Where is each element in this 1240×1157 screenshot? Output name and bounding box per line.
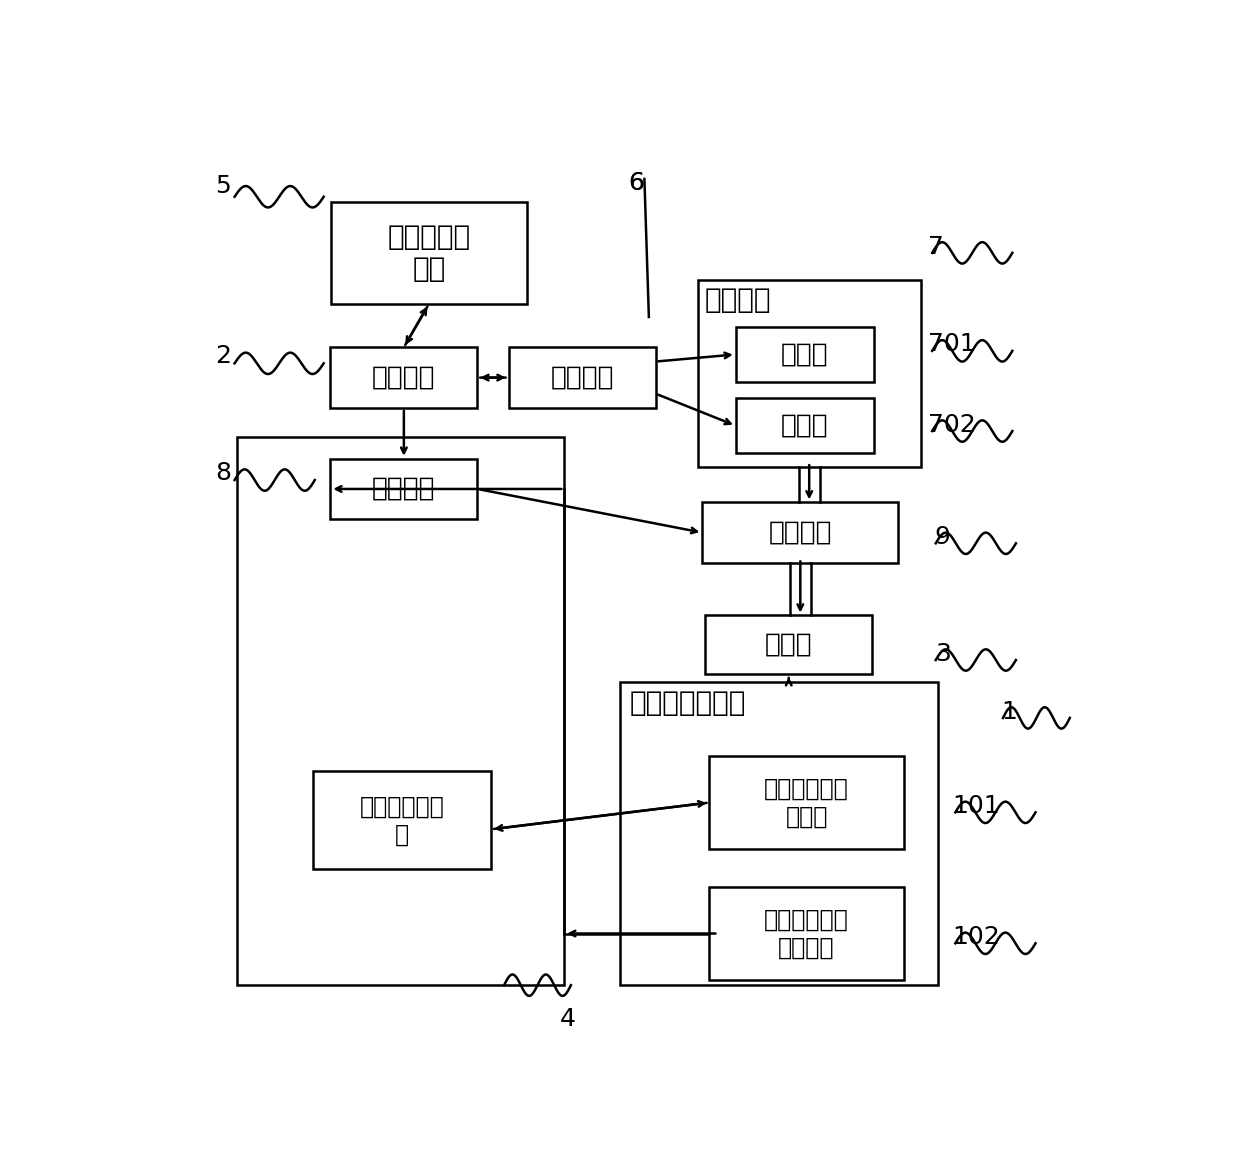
Bar [331, 201, 527, 304]
Text: 3: 3 [935, 642, 951, 666]
Text: 7: 7 [928, 235, 944, 259]
Text: 识别模块: 识别模块 [551, 364, 614, 391]
Text: 显示屏控制系统: 显示屏控制系统 [629, 688, 745, 716]
Text: 102: 102 [952, 924, 1001, 949]
Bar [735, 326, 874, 382]
Text: 8: 8 [215, 462, 231, 485]
Bar [620, 683, 939, 986]
Text: 6: 6 [629, 171, 645, 194]
Text: 控制电路: 控制电路 [372, 476, 435, 502]
Text: 显示屏: 显示屏 [765, 632, 812, 658]
Text: 4: 4 [559, 1007, 575, 1031]
Text: 5: 5 [215, 175, 231, 199]
Text: 6: 6 [629, 171, 645, 194]
Bar [312, 772, 491, 869]
Text: 701: 701 [928, 332, 976, 356]
Text: 9: 9 [935, 525, 951, 550]
Bar [237, 437, 564, 986]
Text: 电磁屏: 电磁屏 [781, 341, 828, 368]
Bar [735, 398, 874, 454]
Bar [702, 502, 898, 563]
Bar [330, 458, 477, 519]
Text: 101: 101 [952, 794, 1001, 818]
Text: 光线传感器模
块: 光线传感器模 块 [360, 795, 444, 846]
Text: 触摸屏: 触摸屏 [781, 413, 828, 439]
Text: 操作模块: 操作模块 [706, 286, 771, 314]
Text: 处理单元: 处理单元 [372, 364, 435, 391]
Bar [508, 347, 656, 408]
Bar [706, 616, 873, 675]
Bar [330, 347, 477, 408]
Bar [709, 886, 904, 980]
Text: 显示屏对比度
控制系统: 显示屏对比度 控制系统 [764, 907, 849, 959]
Text: 调光模块: 调光模块 [769, 519, 832, 546]
Text: 2: 2 [215, 344, 231, 368]
Text: 1: 1 [1001, 700, 1017, 724]
Text: 702: 702 [928, 413, 976, 437]
Text: 显示屏亮度控
制系统: 显示屏亮度控 制系统 [764, 776, 849, 828]
Text: 距离检测器
模块: 距离检测器 模块 [387, 222, 470, 283]
Bar [698, 280, 920, 466]
Bar [709, 756, 904, 849]
